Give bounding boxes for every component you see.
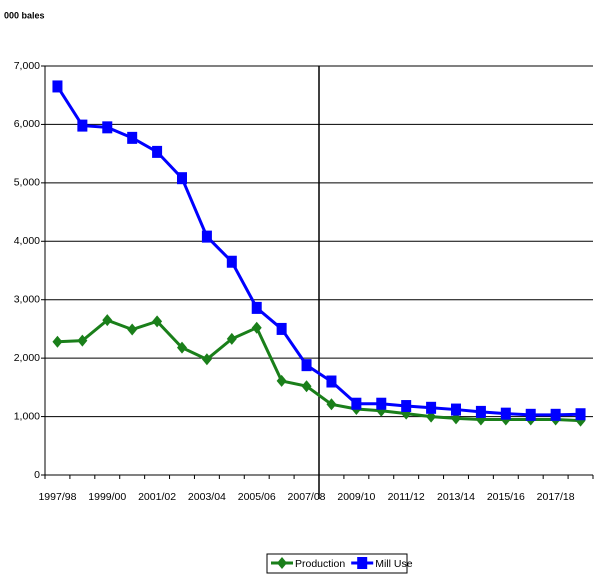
x-tick-label: 1999/00 <box>88 491 126 503</box>
point <box>351 397 362 410</box>
series-line <box>56 85 581 417</box>
x-tick-label: 2011/12 <box>388 491 425 503</box>
y-tick-label: 1,000 <box>14 410 40 422</box>
point <box>52 80 63 93</box>
point <box>177 172 187 185</box>
point <box>226 332 237 345</box>
point <box>500 407 511 420</box>
x-tick-label: 2017/18 <box>537 491 575 503</box>
point <box>152 145 163 158</box>
y-tick-label: 4,000 <box>14 235 40 247</box>
point <box>201 353 212 366</box>
point <box>301 380 312 393</box>
y-axis-label: 000 bales <box>4 10 45 20</box>
point <box>127 323 138 336</box>
point <box>127 131 138 144</box>
point <box>177 341 187 354</box>
point <box>52 335 63 348</box>
point <box>102 314 113 327</box>
y-tick-label: 5,000 <box>14 177 40 189</box>
x-tick-label: 2015/16 <box>487 491 525 503</box>
point <box>357 557 368 569</box>
point <box>301 359 312 372</box>
y-tick-label: 3,000 <box>14 293 40 305</box>
x-tick-label: 1997/98 <box>38 491 76 503</box>
series-line <box>57 318 581 423</box>
x-tick-label: 2003/04 <box>188 491 226 503</box>
point <box>201 230 212 243</box>
point <box>276 374 287 387</box>
point <box>550 408 561 421</box>
point <box>277 557 287 569</box>
legend: Production Mill Use <box>266 553 413 574</box>
point <box>475 405 486 418</box>
y-tick-label: 7,000 <box>14 60 40 72</box>
point <box>326 375 337 388</box>
point <box>426 401 437 414</box>
point <box>251 321 262 334</box>
x-tick-label: 2001/02 <box>138 491 176 503</box>
point <box>77 119 88 132</box>
point <box>326 398 337 411</box>
point <box>376 397 387 410</box>
point <box>575 408 586 421</box>
y-tick-label: 0 <box>34 469 40 481</box>
point <box>226 255 237 268</box>
legend-label: Mill Use <box>375 558 412 570</box>
point <box>102 121 113 134</box>
point <box>525 408 536 421</box>
x-tick-label: 2007/08 <box>288 491 326 503</box>
point <box>152 315 163 328</box>
point <box>77 334 88 347</box>
x-tick-label: 2009/10 <box>337 491 375 503</box>
y-tick-label: 2,000 <box>14 352 40 364</box>
point <box>276 322 287 335</box>
point <box>451 403 461 416</box>
point <box>251 301 262 314</box>
legend-label: Production <box>295 558 345 570</box>
x-tick-label: 2013/14 <box>437 491 475 503</box>
y-tick-label: 6,000 <box>14 118 40 130</box>
x-tick-label: 2005/06 <box>238 491 276 503</box>
point <box>401 400 412 413</box>
legend-box <box>266 553 408 574</box>
